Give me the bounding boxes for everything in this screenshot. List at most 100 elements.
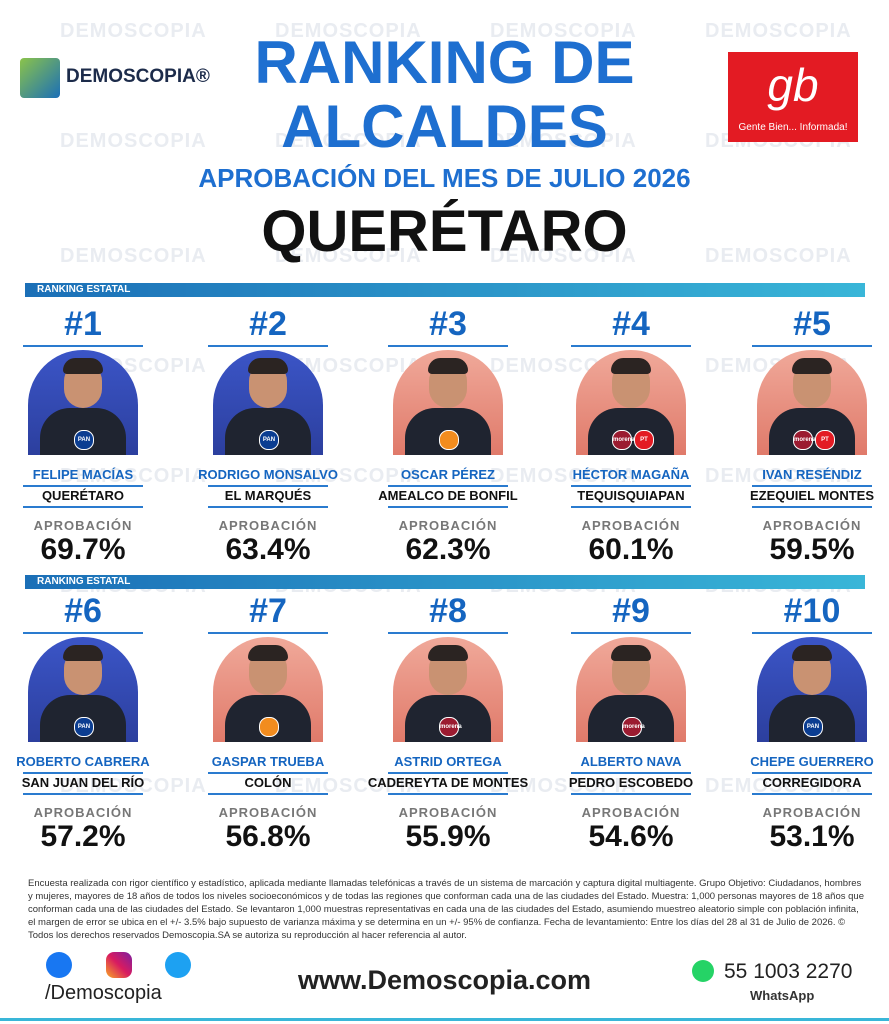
- watermark: DEMOSCOPIA: [705, 465, 852, 487]
- candidate-card: #8 morena ASTRID ORTEGA CADEREYTA DE MONTES…: [358, 592, 538, 862]
- approval-value: 69.7%: [40, 533, 126, 566]
- photo: morena: [393, 637, 503, 742]
- rank-underline: [571, 345, 691, 347]
- municipality-underline: [571, 506, 691, 508]
- watermark: DEMOSCOPIA: [275, 245, 422, 267]
- party-badge: PT: [634, 430, 654, 450]
- website[interactable]: www.Demoscopia.com: [297, 965, 592, 995]
- candidate-name: HÉCTOR MAGAÑA: [572, 467, 690, 482]
- facebook-icon[interactable]: [46, 952, 72, 978]
- phone: 55 1003 2270: [724, 960, 853, 983]
- rank: #10: [783, 592, 841, 630]
- watermark: DEMOSCOPIA: [275, 775, 422, 797]
- photo-hair: [248, 358, 288, 374]
- rank: #4: [612, 305, 650, 343]
- candidate-name: IVAN RESÉNDIZ: [762, 467, 862, 482]
- metric-label: APROBACIÓN: [33, 518, 133, 533]
- name-underline: [208, 772, 328, 774]
- candidate-card: #6 PAN ROBERTO CABRERA SAN JUAN DEL RÍO APRO…: [0, 592, 173, 862]
- metric-label: APROBACIÓN: [218, 805, 318, 820]
- party-badge: PAN: [259, 430, 279, 450]
- section-label: RANKING ESTATAL: [25, 575, 865, 589]
- watermark: DEMOSCOPIA: [60, 130, 207, 152]
- title-line1: RANKING DE: [254, 29, 635, 96]
- municipality-underline: [571, 793, 691, 795]
- photo-hair: [428, 358, 468, 374]
- approval-value: 57.2%: [40, 820, 126, 853]
- metric-label: APROBACIÓN: [581, 518, 681, 533]
- municipality: QUERÉTARO: [41, 488, 125, 503]
- twitter-icon[interactable]: [165, 952, 191, 978]
- rank-underline: [208, 632, 328, 634]
- partner-logo: gb: [767, 59, 819, 111]
- watermark: DEMOSCOPIA: [275, 465, 422, 487]
- candidate-card: #9 morena ALBERTO NAVA PEDRO ESCOBEDO APROBA…: [541, 592, 721, 862]
- instagram-icon[interactable]: [106, 952, 132, 978]
- approval-value: 55.9%: [405, 820, 491, 853]
- municipality-underline: [23, 793, 143, 795]
- candidate-card: #2 PAN RODRIGO MONSALVO EL MARQUÉS APROBACIÓ…: [178, 305, 358, 575]
- candidate-name: ASTRID ORTEGA: [394, 754, 502, 769]
- logo-text: DEMOSCOPIA®: [66, 66, 210, 87]
- name-underline: [752, 772, 872, 774]
- candidate-name: FELIPE MACÍAS: [32, 467, 134, 482]
- name-underline: [208, 485, 328, 487]
- candidate-name: GASPAR TRUEBA: [211, 754, 325, 769]
- watermark: DEMOSCOPIA: [60, 20, 207, 42]
- state: QUERÉTARO: [261, 199, 628, 264]
- rank: #5: [793, 305, 831, 343]
- whatsapp-icon: [692, 960, 714, 982]
- candidate-card: #7 GASPAR TRUEBA COLÓN APROBACIÓN 56.8%: [178, 592, 358, 862]
- watermark: DEMOSCOPIA: [705, 775, 852, 797]
- rank: #2: [249, 305, 287, 343]
- photo: [393, 350, 503, 455]
- name-underline: [571, 485, 691, 487]
- watermark: DEMOSCOPIA: [705, 245, 852, 267]
- municipality-underline: [23, 506, 143, 508]
- name-underline: [388, 485, 508, 487]
- rank-underline: [208, 345, 328, 347]
- approval-value: 59.5%: [769, 533, 855, 566]
- watermark: DEMOSCOPIA: [490, 245, 637, 267]
- municipality: AMEALCO DE BONFIL: [378, 488, 518, 503]
- candidate-card: #10 PAN CHEPE GUERRERO CORREGIDORA APROBACIÓ…: [722, 592, 889, 862]
- party-badge: morena: [622, 717, 645, 737]
- watermark: DEMOSCOPIA: [60, 465, 207, 487]
- candidate-card: #1 PAN FELIPE MACÍAS QUERÉTARO APROBACIÓN 69.…: [0, 305, 173, 575]
- name-underline: [388, 772, 508, 774]
- rank: #7: [249, 592, 287, 630]
- party-badge: morena: [439, 717, 462, 737]
- candidate-name: ALBERTO NAVA: [580, 754, 682, 769]
- rank: #6: [64, 592, 102, 630]
- approval-value: 60.1%: [588, 533, 674, 566]
- social-handle: /Demoscopia: [45, 982, 162, 1004]
- approval-value: 54.6%: [588, 820, 674, 853]
- rank-underline: [388, 345, 508, 347]
- party-badge: PAN: [74, 430, 94, 450]
- watermark: DEMOSCOPIA: [490, 20, 637, 42]
- candidate-name: OSCAR PÉREZ: [401, 467, 495, 482]
- party-badge: PT: [815, 430, 835, 450]
- phone-label: WhatsApp: [750, 988, 815, 1003]
- municipality-underline: [752, 506, 872, 508]
- rank-underline: [752, 345, 872, 347]
- watermark: DEMOSCOPIA: [275, 130, 422, 152]
- subtitle: APROBACIÓN DEL MES DE JULIO 2026: [198, 163, 691, 193]
- metric-label: APROBACIÓN: [581, 805, 681, 820]
- name-underline: [752, 485, 872, 487]
- approval-value: 63.4%: [225, 533, 311, 566]
- photo-hair: [428, 645, 468, 661]
- photo-hair: [611, 358, 651, 374]
- partner-logo-box: gb Gente Bien... Informada!: [728, 52, 858, 142]
- municipality: SAN JUAN DEL RÍO: [21, 775, 145, 790]
- municipality: CADEREYTA DE MONTES: [367, 775, 529, 790]
- rank: #3: [429, 305, 467, 343]
- municipality: COLÓN: [244, 775, 292, 790]
- photo-body: [588, 408, 674, 455]
- municipality-underline: [388, 793, 508, 795]
- watermark: DEMOSCOPIA: [705, 20, 852, 42]
- municipality: EL MARQUÉS: [224, 488, 312, 503]
- rank-underline: [752, 632, 872, 634]
- watermark: DEMOSCOPIA: [60, 775, 207, 797]
